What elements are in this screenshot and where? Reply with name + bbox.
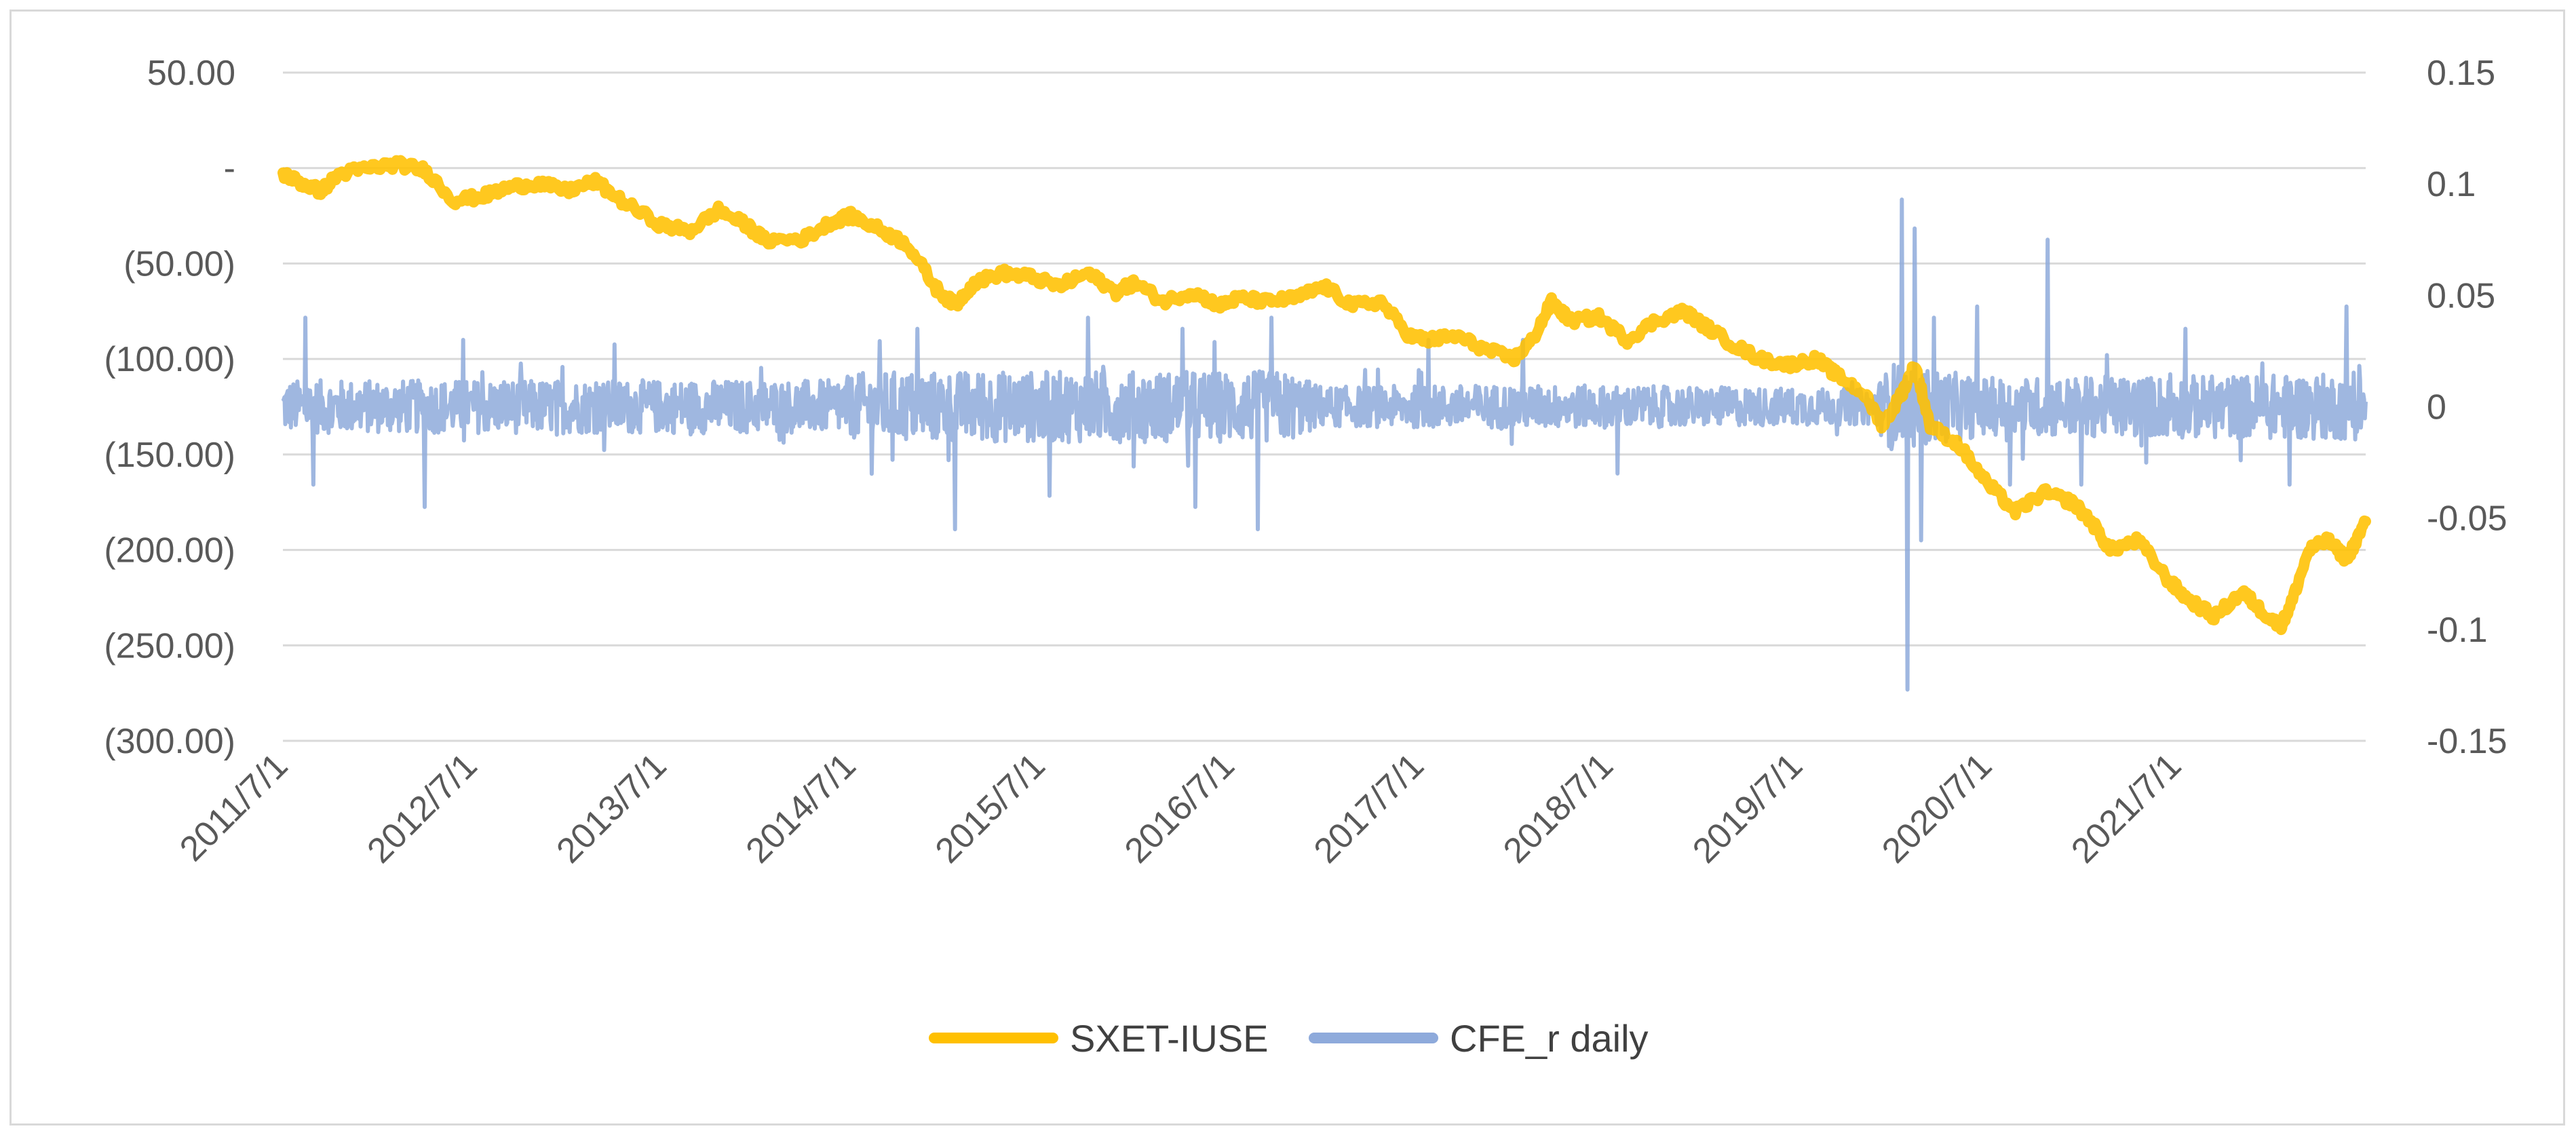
right-y-tick-label: -0.15 bbox=[2427, 722, 2507, 761]
legend: SXET-IUSE CFE_r daily bbox=[929, 1017, 1649, 1060]
line-chart: 50.00 - (50.00) (100.00) (150.00) (200.00) (25… bbox=[104, 54, 2507, 1060]
gridlines bbox=[283, 71, 2366, 742]
x-tick-label: 2013/7/1 bbox=[550, 746, 674, 870]
left-y-tick-label: (150.00) bbox=[104, 436, 235, 475]
right-y-tick-label: -0.1 bbox=[2427, 611, 2488, 650]
x-axis: 2011/7/1 2012/7/1 2013/7/1 2014/7/1 2015/7/1… bbox=[172, 746, 2189, 870]
x-tick-label: 2011/7/1 bbox=[172, 746, 295, 868]
x-tick-label: 2015/7/1 bbox=[928, 746, 1053, 870]
x-tick-label: 2021/7/1 bbox=[2064, 746, 2189, 870]
left-y-tick-label: (250.00) bbox=[104, 626, 235, 666]
legend-label: CFE_r daily bbox=[1450, 1017, 1649, 1060]
left-y-tick-label: 50.00 bbox=[147, 54, 235, 93]
left-y-tick-label: - bbox=[224, 149, 235, 189]
cfe-r-daily-series-line bbox=[281, 197, 2368, 692]
x-tick-label: 2020/7/1 bbox=[1875, 746, 1999, 870]
sxet-iuse-series-line bbox=[277, 155, 2371, 636]
right-y-tick-label: -0.05 bbox=[2427, 499, 2507, 539]
left-y-tick-label: (50.00) bbox=[123, 244, 235, 284]
left-y-tick-label: (100.00) bbox=[104, 340, 235, 379]
series-layer bbox=[277, 155, 2371, 692]
x-tick-label: 2012/7/1 bbox=[360, 746, 484, 870]
x-tick-label: 2018/7/1 bbox=[1496, 746, 1621, 870]
x-tick-label: 2019/7/1 bbox=[1685, 746, 1810, 870]
left-y-tick-label: (300.00) bbox=[104, 722, 235, 761]
right-y-tick-label: 0.1 bbox=[2427, 165, 2476, 204]
x-tick-label: 2016/7/1 bbox=[1117, 746, 1242, 870]
chart-container: 50.00 - (50.00) (100.00) (150.00) (200.00) (25… bbox=[9, 9, 2565, 1126]
right-y-axis: 0.15 0.1 0.05 0 -0.05 -0.1 -0.15 bbox=[2427, 54, 2507, 761]
right-y-tick-label: 0.15 bbox=[2427, 54, 2495, 93]
legend-label: SXET-IUSE bbox=[1070, 1017, 1269, 1060]
right-y-tick-label: 0 bbox=[2427, 388, 2446, 427]
left-y-axis: 50.00 - (50.00) (100.00) (150.00) (200.00) (25… bbox=[104, 54, 235, 761]
right-y-tick-label: 0.05 bbox=[2427, 276, 2495, 315]
x-tick-label: 2017/7/1 bbox=[1307, 746, 1431, 870]
x-tick-label: 2014/7/1 bbox=[739, 746, 864, 870]
left-y-tick-label: (200.00) bbox=[104, 531, 235, 571]
